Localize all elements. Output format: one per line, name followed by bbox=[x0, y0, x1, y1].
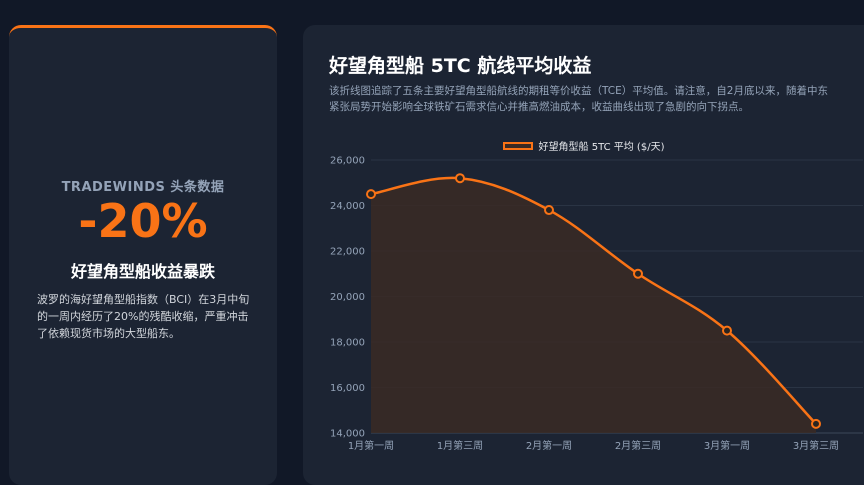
data-point[interactable] bbox=[722, 325, 732, 336]
x-axis-ticks: 1月第一周 1月第三周 2月第一周 2月第三周 3月第一周 3月第三周 bbox=[348, 439, 839, 452]
y-axis-ticks: 14,000 16,000 18,000 20,000 22,000 24,000 26,0… bbox=[330, 156, 365, 440]
stat-body-text: 波罗的海好望角型船指数（BCI）在3月中旬的一周内经历了20%的残酷收缩，严重冲… bbox=[37, 293, 250, 340]
source-kicker: TRADEWINDS 头条数据 bbox=[61, 180, 225, 195]
legend-label: 好望角型船 5TC 平均 ($/天) bbox=[538, 142, 665, 153]
stat-headline: 好望角型船收益暴跌 bbox=[70, 262, 215, 281]
x-tick-label: 3月第三周 bbox=[793, 439, 839, 452]
y-tick-label: 24,000 bbox=[330, 201, 365, 212]
x-tick-label: 1月第一周 bbox=[348, 439, 394, 452]
x-tick-label: 1月第三周 bbox=[437, 439, 483, 452]
y-tick-label: 26,000 bbox=[330, 156, 365, 167]
big-stat-value: -20% bbox=[78, 194, 208, 248]
x-tick-label: 2月第一周 bbox=[526, 439, 572, 452]
data-point[interactable] bbox=[544, 205, 554, 216]
y-tick-label: 22,000 bbox=[330, 247, 365, 258]
y-tick-label: 18,000 bbox=[330, 338, 365, 349]
data-point[interactable] bbox=[366, 189, 376, 200]
data-point[interactable] bbox=[633, 268, 643, 279]
y-tick-label: 14,000 bbox=[330, 429, 365, 440]
headline-stat-card: TRADEWINDS 头条数据 -20% 好望角型船收益暴跌 波罗的海好望角型船… bbox=[9, 25, 277, 485]
x-tick-label: 2月第三周 bbox=[615, 439, 661, 452]
data-point[interactable] bbox=[455, 173, 465, 184]
chart-card: 好望角型船 5TC 航线平均收益 该折线图追踪了五条主要好望角型船航线的期租等价… bbox=[303, 25, 864, 485]
series-area bbox=[371, 177, 816, 433]
chart-legend[interactable]: 好望角型船 5TC 平均 ($/天) bbox=[303, 138, 864, 153]
data-point[interactable] bbox=[811, 418, 821, 429]
data-points bbox=[366, 173, 821, 429]
chart-title: 好望角型船 5TC 航线平均收益 bbox=[329, 55, 592, 77]
legend-swatch bbox=[502, 141, 533, 150]
chart-description: 该折线图追踪了五条主要好望角型船航线的期租等价收益（TCE）平均值。请注意，自2… bbox=[329, 85, 828, 113]
line-chart: 14,000 16,000 18,000 20,000 22,000 24,000 26,0… bbox=[330, 156, 863, 452]
x-tick-label: 3月第一周 bbox=[704, 439, 750, 452]
y-tick-label: 16,000 bbox=[330, 383, 365, 394]
y-tick-label: 20,000 bbox=[330, 292, 365, 303]
